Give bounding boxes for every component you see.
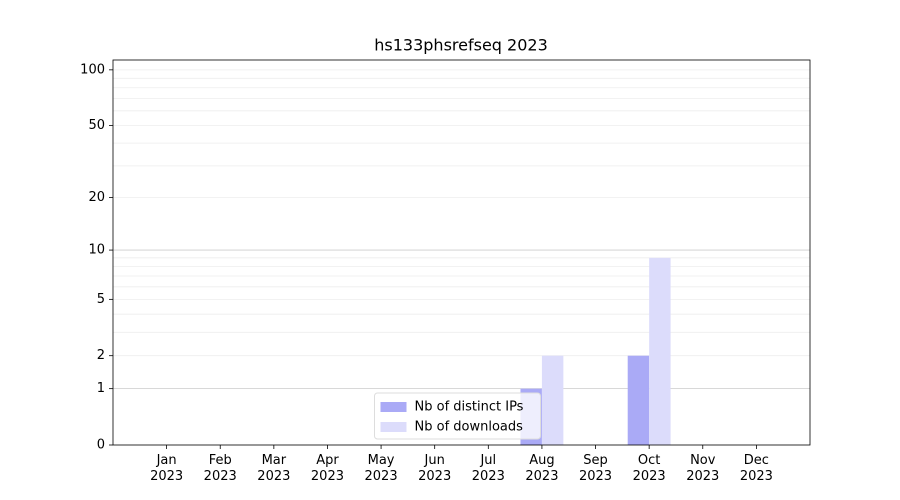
x-tick-label: Apr 2023	[310, 453, 344, 484]
x-tick-label: Jul 2023	[471, 453, 505, 484]
x-tick-label: Mar 2023	[257, 453, 291, 484]
plot-frame	[112, 59, 811, 446]
y-tick-label: 2	[97, 348, 105, 363]
legend-swatch	[380, 402, 407, 412]
y-tick-label: 50	[88, 118, 105, 133]
x-tick-label: Sep 2023	[578, 453, 613, 484]
x-tick-label: Jan 2023	[150, 453, 184, 484]
legend-swatch	[380, 422, 407, 432]
chart-title: hs133phsrefseq 2023	[374, 36, 548, 55]
y-tick-label: 20	[88, 190, 105, 205]
y-tick-label: 5	[97, 292, 105, 307]
legend-box	[374, 392, 541, 440]
x-tick-label: Dec 2023	[739, 453, 773, 484]
x-tick-label: May 2023	[364, 453, 398, 484]
x-tick-label: Oct 2023	[632, 453, 666, 484]
x-tick-label: Feb 2023	[203, 453, 237, 484]
y-tick-label: 100	[80, 62, 105, 77]
x-tick-label: Aug 2023	[525, 453, 559, 484]
y-tick-label: 10	[88, 243, 105, 258]
bar	[541, 355, 564, 445]
x-tick-label: Nov 2023	[686, 453, 720, 484]
y-tick-label: 0	[97, 438, 105, 453]
bar	[649, 257, 671, 445]
x-tick-label: Jun 2023	[418, 453, 452, 484]
legend-label: Nb of downloads	[415, 420, 524, 435]
y-tick-label: 1	[97, 381, 105, 396]
bar	[627, 355, 650, 445]
legend-label: Nb of distinct IPs	[415, 400, 524, 415]
